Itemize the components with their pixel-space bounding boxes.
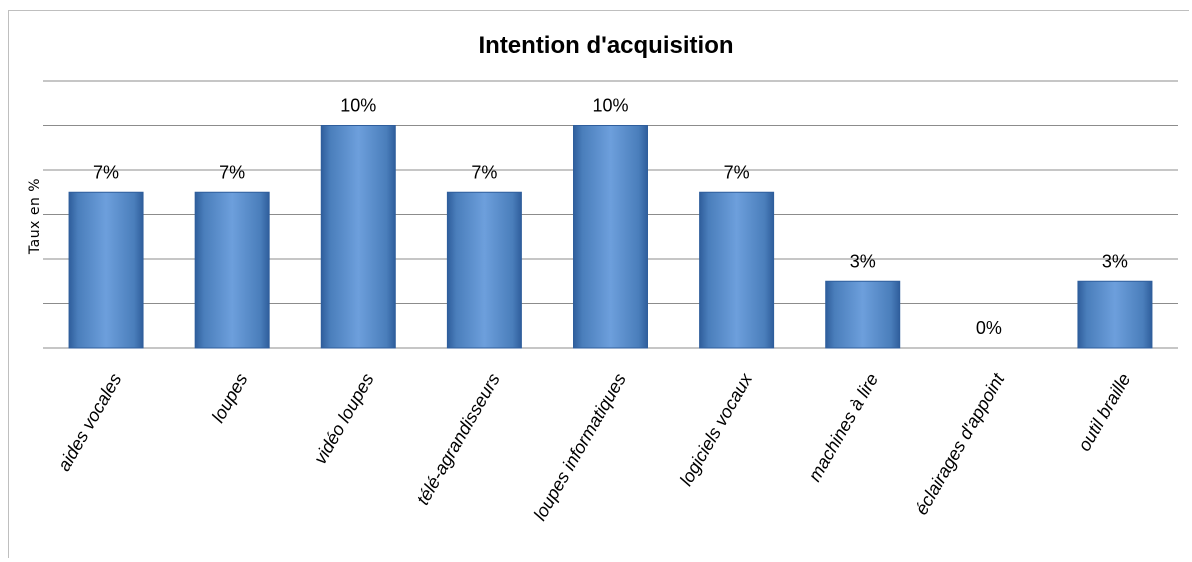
bar: [194, 191, 270, 349]
bars: [68, 125, 1153, 349]
bar: [68, 191, 144, 349]
category-label: logiciels vocaux: [676, 369, 757, 489]
category-label: machines à lire: [804, 370, 882, 485]
category-label: outil braille: [1074, 370, 1134, 455]
data-label: 10%: [592, 96, 628, 116]
category-label: loupes informatiques: [530, 370, 630, 524]
data-label: 7%: [471, 162, 497, 182]
data-label: 3%: [850, 251, 876, 271]
category-label: loupes: [208, 370, 252, 426]
category-labels: aides vocales loupes vidéo loupes télé-agra…: [54, 369, 1135, 524]
category-label: aides vocales: [54, 370, 126, 474]
bar: [1077, 280, 1153, 349]
data-label: 3%: [1102, 251, 1128, 271]
data-label: 7%: [724, 162, 750, 182]
category-label: vidéo loupes: [310, 370, 378, 468]
bar: [446, 191, 522, 349]
bar: [573, 125, 648, 349]
chart-frame: [8, 10, 1189, 558]
bar: [320, 125, 396, 349]
bar: [825, 280, 901, 349]
data-label: 0%: [976, 318, 1002, 338]
category-label: télé-agrandisseurs: [412, 370, 503, 508]
data-label: 7%: [93, 162, 119, 182]
chart-title: Intention d'acquisition: [478, 32, 733, 59]
bar: [699, 191, 775, 349]
y-axis-label: Taux en %: [27, 178, 43, 255]
data-label: 10%: [340, 96, 376, 116]
data-label: 7%: [219, 162, 245, 182]
category-label: éclairages d'appoint: [911, 369, 1009, 518]
data-labels: 7% 7% 10% 7% 10% 7% 3% 0% 3%: [93, 96, 1128, 339]
